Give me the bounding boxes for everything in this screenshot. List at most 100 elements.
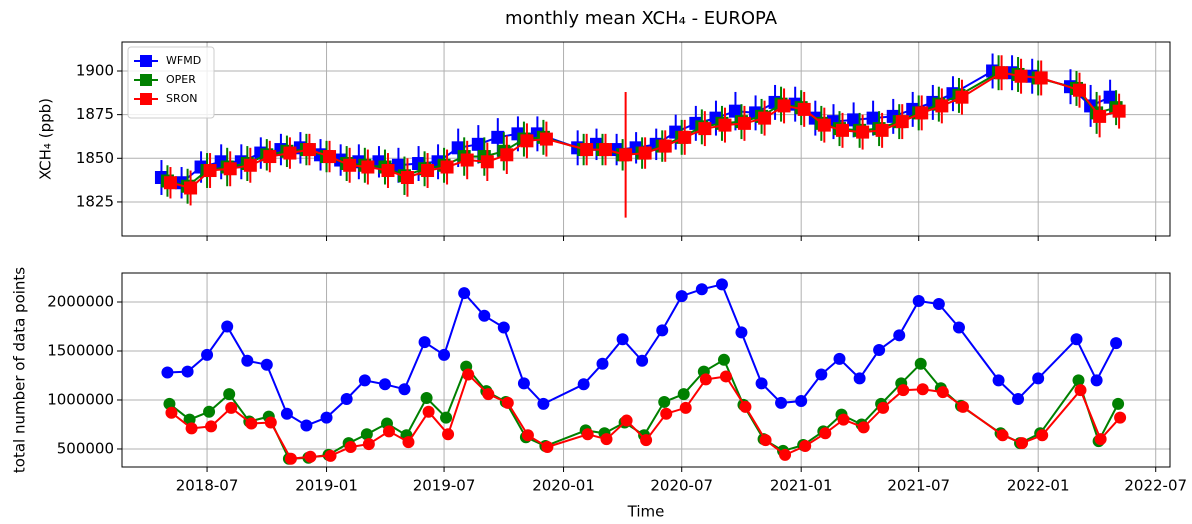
marker: [517, 377, 530, 390]
marker: [343, 158, 357, 172]
legend-label: OPER: [166, 73, 196, 86]
marker: [779, 448, 792, 461]
marker: [600, 433, 613, 446]
marker: [420, 392, 433, 405]
x-tick-label: 2021-01: [770, 477, 833, 495]
marker: [260, 358, 273, 371]
marker: [915, 106, 929, 120]
marker: [857, 421, 870, 434]
marker: [916, 383, 929, 396]
marker: [912, 295, 925, 308]
marker: [324, 449, 337, 462]
legend-marker: [140, 93, 152, 105]
marker: [580, 143, 594, 157]
marker: [360, 428, 373, 441]
marker: [284, 452, 297, 465]
marker: [541, 441, 554, 454]
series: [163, 55, 1126, 218]
marker: [1094, 433, 1107, 446]
marker: [362, 438, 375, 451]
marker: [815, 368, 828, 381]
marker: [656, 324, 669, 337]
series: [161, 278, 1123, 432]
x-axis-label: Time: [627, 503, 665, 521]
marker: [471, 137, 485, 151]
y-tick-label: 1500000: [47, 341, 114, 359]
x-tick-label: 2021-07: [887, 477, 950, 495]
series: [154, 53, 1117, 199]
y-tick-label: 1825: [76, 192, 114, 210]
marker: [378, 378, 391, 391]
marker: [679, 401, 692, 414]
marker: [717, 353, 730, 366]
y-tick-label: 1000000: [47, 390, 114, 408]
marker: [775, 396, 788, 409]
y-axis-label: total number of data points: [11, 267, 29, 473]
marker: [1070, 333, 1083, 346]
marker: [1103, 90, 1117, 104]
marker: [344, 441, 357, 454]
marker: [391, 158, 405, 172]
x-tick-label: 2022-01: [1007, 477, 1070, 495]
marker: [678, 130, 692, 144]
marker: [500, 148, 514, 162]
marker: [491, 130, 505, 144]
marker: [698, 122, 712, 136]
marker: [263, 150, 277, 164]
marker: [1072, 83, 1086, 97]
marker: [225, 401, 238, 414]
marker: [462, 368, 475, 381]
series-line: [161, 69, 1111, 184]
marker: [737, 116, 751, 130]
marker: [638, 146, 652, 160]
marker: [539, 132, 553, 146]
marker: [241, 354, 254, 367]
series: [160, 55, 1123, 204]
marker: [421, 164, 435, 178]
x-tick-label: 2022-07: [1124, 477, 1187, 495]
marker: [914, 357, 927, 370]
marker: [936, 386, 949, 399]
marker: [1012, 393, 1025, 406]
marker: [658, 139, 672, 153]
marker: [181, 365, 194, 378]
marker: [205, 420, 218, 433]
marker: [203, 164, 217, 178]
marker: [735, 326, 748, 339]
marker: [956, 400, 969, 413]
marker: [759, 434, 772, 447]
marker: [952, 321, 965, 334]
x-tick-label: 2018-07: [176, 477, 239, 495]
marker: [636, 354, 649, 367]
marker: [161, 366, 174, 379]
marker: [245, 417, 258, 430]
marker: [184, 181, 198, 195]
marker: [620, 414, 633, 427]
marker: [304, 450, 317, 463]
marker: [819, 427, 832, 440]
marker: [866, 111, 880, 125]
marker: [799, 440, 812, 453]
marker: [280, 407, 293, 420]
marker: [699, 373, 712, 386]
marker: [1110, 337, 1123, 350]
marker: [695, 283, 708, 296]
marker: [400, 171, 414, 185]
marker: [422, 405, 435, 418]
marker: [675, 290, 688, 303]
marker: [718, 118, 732, 132]
marker: [442, 428, 455, 441]
marker: [340, 393, 353, 406]
marker: [201, 348, 214, 361]
marker: [932, 297, 945, 310]
marker: [995, 66, 1009, 80]
marker: [1016, 437, 1029, 450]
marker: [873, 344, 886, 357]
marker: [797, 102, 811, 116]
series-line: [170, 71, 1120, 190]
marker: [1093, 109, 1107, 123]
marker: [458, 287, 471, 300]
marker: [482, 388, 495, 401]
marker: [440, 160, 454, 174]
